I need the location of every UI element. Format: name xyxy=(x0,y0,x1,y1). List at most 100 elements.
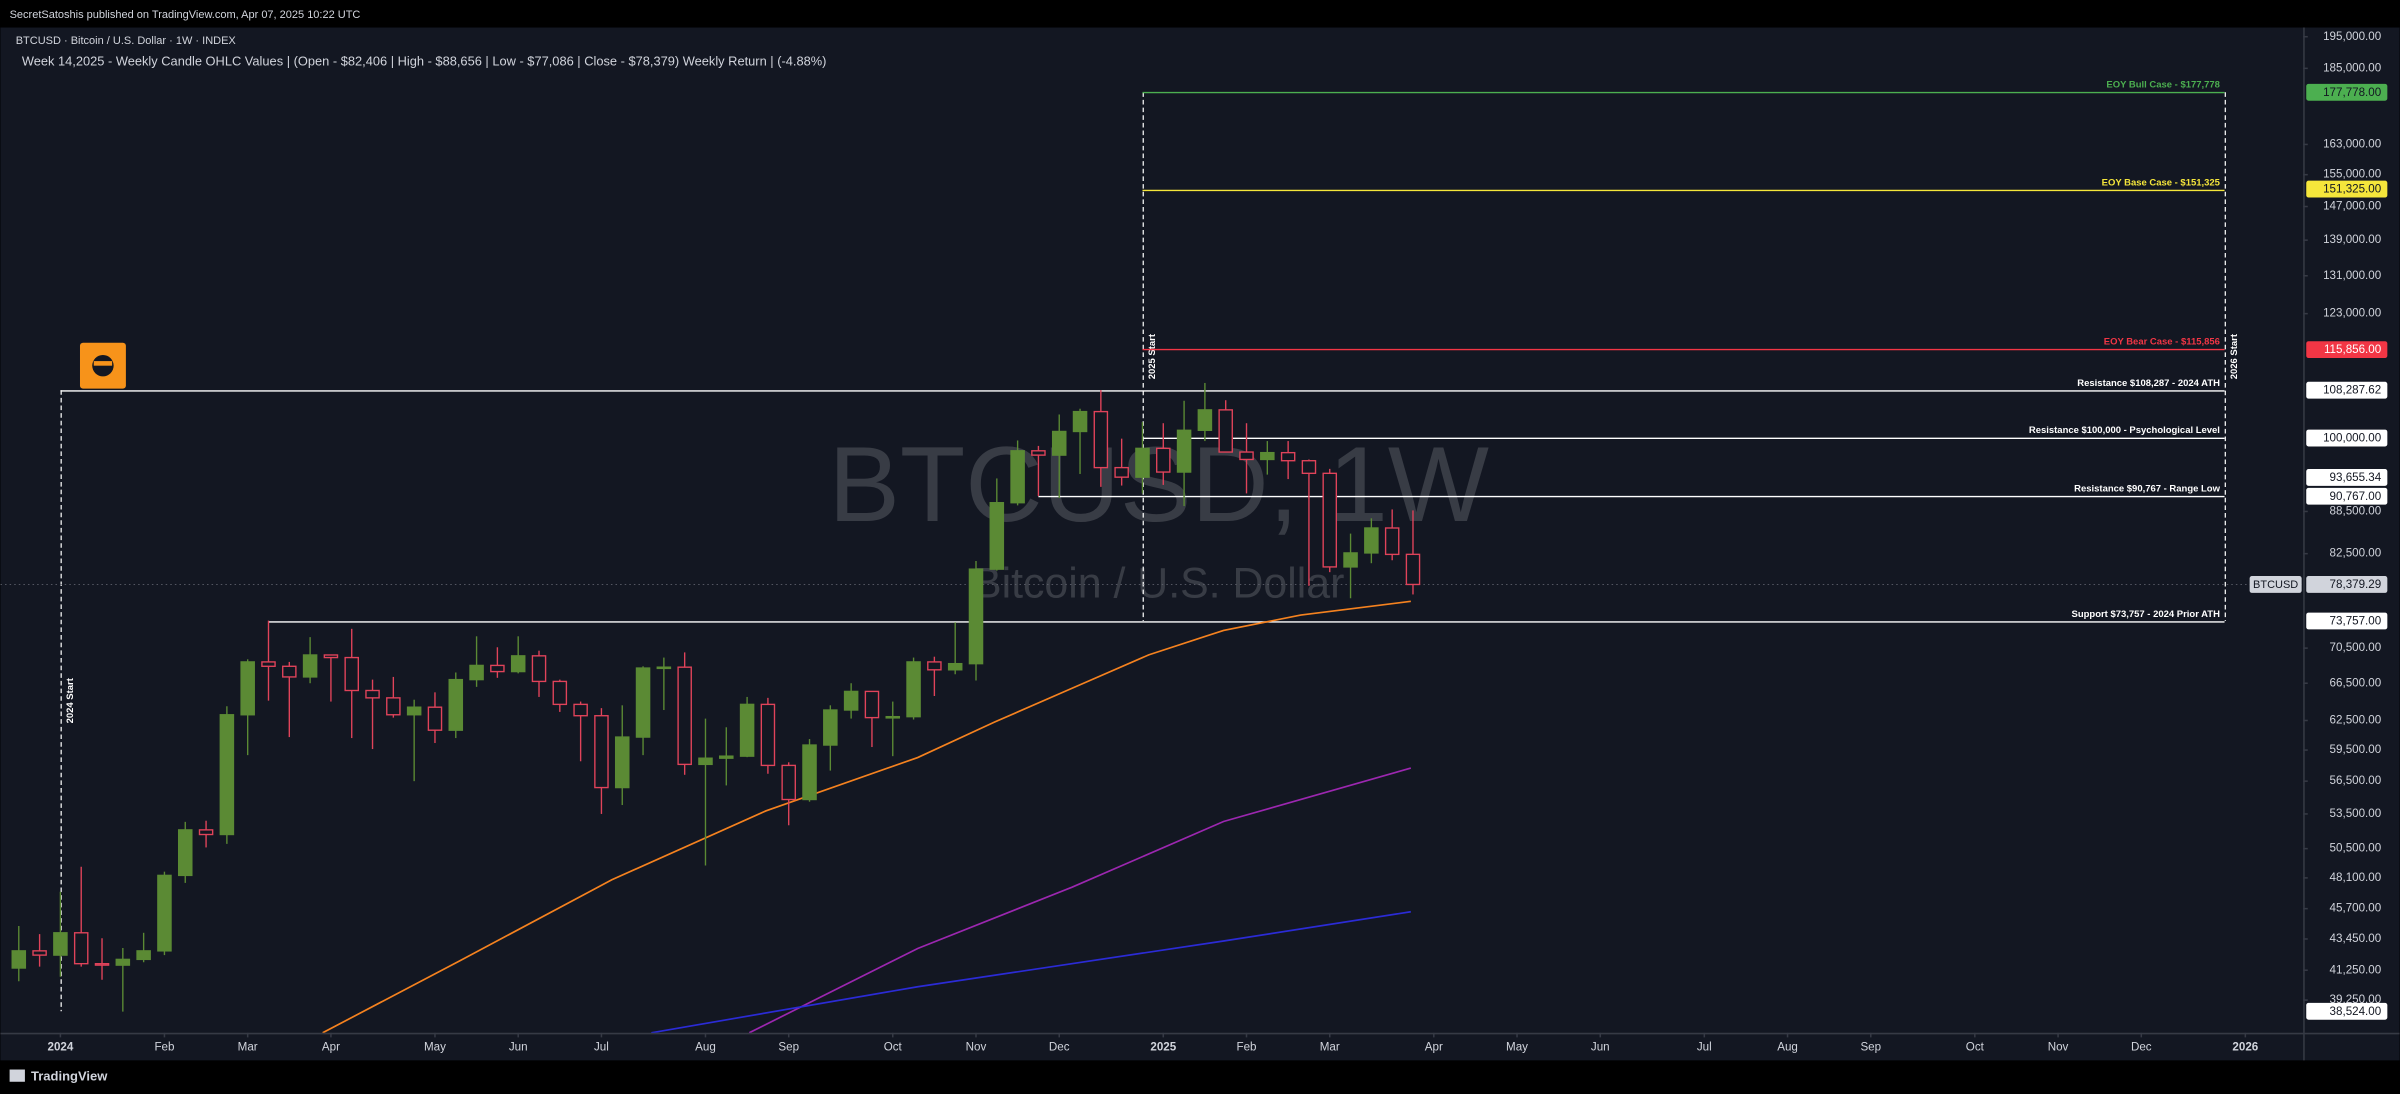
publisher: SecretSatoshis published on TradingView.… xyxy=(10,9,361,21)
candle-body xyxy=(219,714,235,836)
x-tick-label: Feb xyxy=(1237,1040,1257,1053)
level-label: EOY Base Case - $151,325 xyxy=(2102,177,2220,188)
author-icon xyxy=(79,342,126,389)
chart-title: Week 14,2025 - Weekly Candle OHLC Values… xyxy=(22,53,827,68)
candle-body xyxy=(1197,409,1213,431)
x-tick-label: Apr xyxy=(322,1040,340,1053)
x-tick-label: Feb xyxy=(154,1040,174,1053)
price-label: 38,524.00 xyxy=(2330,1005,2382,1018)
period-marker-label: 2026 Start xyxy=(2229,333,2240,379)
candle-body xyxy=(989,502,1005,570)
price-label: 93,655.34 xyxy=(2330,471,2382,484)
candle-body xyxy=(1322,472,1338,568)
candle-body xyxy=(739,703,755,757)
watermark-subtitle: Bitcoin / U.S. Dollar xyxy=(973,559,1344,607)
period-marker-label: 2024 Start xyxy=(65,677,76,723)
y-tick-label: 41,250.00 xyxy=(2330,963,2382,976)
level-price-label: 177,778.00 xyxy=(2323,86,2381,99)
level-price-box xyxy=(2306,381,2388,399)
y-tick-label: 147,000.00 xyxy=(2323,200,2381,213)
candle-body xyxy=(594,715,609,789)
candle-body xyxy=(1072,410,1088,433)
level-price-label: 73,757.00 xyxy=(2330,615,2382,628)
x-tick-label: May xyxy=(1506,1040,1528,1053)
candle-body xyxy=(677,666,692,766)
x-tick-label: Sep xyxy=(778,1040,799,1053)
level-price-label: 115,856.00 xyxy=(2324,343,2381,356)
y-tick-label: 163,000.00 xyxy=(2323,137,2381,150)
level-price-box xyxy=(2306,487,2388,505)
candle-body xyxy=(885,715,901,719)
x-tick-label: Jun xyxy=(509,1040,528,1053)
x-tick-label: Jun xyxy=(1591,1040,1610,1053)
candle-body xyxy=(157,874,172,952)
candle-body xyxy=(614,736,630,789)
candle-body xyxy=(1260,451,1275,461)
level-label: Resistance $108,287 - 2024 ATH xyxy=(2077,378,2220,389)
candle-body xyxy=(531,655,547,683)
y-tick-label: 45,700.00 xyxy=(2330,902,2382,915)
candle-body xyxy=(823,709,838,746)
x-tick-label: Nov xyxy=(2048,1040,2069,1053)
last-price-label: 78,379.29 xyxy=(2330,578,2382,591)
candle-body xyxy=(1093,410,1109,469)
candle-body xyxy=(1031,450,1046,456)
x-tick-label: Dec xyxy=(2131,1040,2152,1053)
y-tick-label: 155,000.00 xyxy=(2323,168,2381,181)
y-tick-label: 53,500.00 xyxy=(2330,807,2382,820)
y-tick-label: 56,500.00 xyxy=(2330,774,2382,787)
last-price-name: BTCUSD xyxy=(2253,579,2298,591)
y-tick-label: 48,100.00 xyxy=(2330,871,2382,884)
level-price-box xyxy=(2306,180,2388,198)
x-tick-label: Mar xyxy=(1320,1040,1340,1053)
y-tick-label: 123,000.00 xyxy=(2323,307,2381,320)
level-label: EOY Bull Case - $177,778 xyxy=(2106,79,2220,90)
candle-body xyxy=(719,755,734,759)
candle-body xyxy=(1156,447,1171,473)
level-label: EOY Bear Case - $115,856 xyxy=(2104,336,2220,347)
y-tick-label: 195,000.00 xyxy=(2323,30,2381,43)
y-tick-label: 59,500.00 xyxy=(2330,743,2382,756)
candle-body xyxy=(968,568,984,665)
x-tick-label: Jul xyxy=(594,1040,609,1053)
y-tick-label: 139,000.00 xyxy=(2323,233,2381,246)
candle-body xyxy=(573,703,588,717)
x-tick-label: Jul xyxy=(1697,1040,1712,1053)
x-tick-label: 2025 xyxy=(1150,1040,1176,1053)
icon-glasses xyxy=(93,361,113,366)
x-tick-label: Apr xyxy=(1425,1040,1443,1053)
y-tick-label: 66,500.00 xyxy=(2330,676,2382,689)
level-price-label: 90,767.00 xyxy=(2330,490,2382,503)
candle-body xyxy=(1405,553,1421,586)
level-label: Resistance $100,000 - Psychological Leve… xyxy=(2029,425,2220,436)
candle-body xyxy=(656,666,672,670)
candle-body xyxy=(635,667,651,738)
level-price-box xyxy=(2306,612,2388,630)
candle-body xyxy=(490,664,505,673)
x-tick-label: 2026 xyxy=(2232,1040,2258,1053)
candle-body xyxy=(1301,460,1317,475)
candle-body xyxy=(115,958,131,966)
candle-body xyxy=(302,654,318,678)
y-tick-label: 62,500.00 xyxy=(2330,714,2382,727)
x-tick-label: Aug xyxy=(1777,1040,1798,1053)
candle-body xyxy=(365,689,380,699)
y-tick-label: 43,450.00 xyxy=(2330,932,2382,945)
price-box xyxy=(2306,469,2388,486)
candle-body xyxy=(1114,466,1129,478)
x-tick-label: Sep xyxy=(1860,1040,1881,1053)
candle-body xyxy=(11,950,27,969)
candle-body xyxy=(760,703,776,767)
level-price-label: 100,000.00 xyxy=(2323,432,2381,445)
candle-body xyxy=(1218,409,1233,453)
ma-line xyxy=(322,600,1411,1033)
candle-body xyxy=(198,829,214,836)
candle-body xyxy=(698,757,713,766)
level-label: Support $73,757 - 2024 Prior ATH xyxy=(2072,609,2221,620)
candle-body xyxy=(261,661,276,667)
candle-body xyxy=(406,706,422,716)
candle-body xyxy=(781,764,796,801)
candle-body xyxy=(386,697,401,716)
plot-area: 2024 Start 2025 Start 2026 Start EOY Bull C… xyxy=(0,79,2304,1033)
